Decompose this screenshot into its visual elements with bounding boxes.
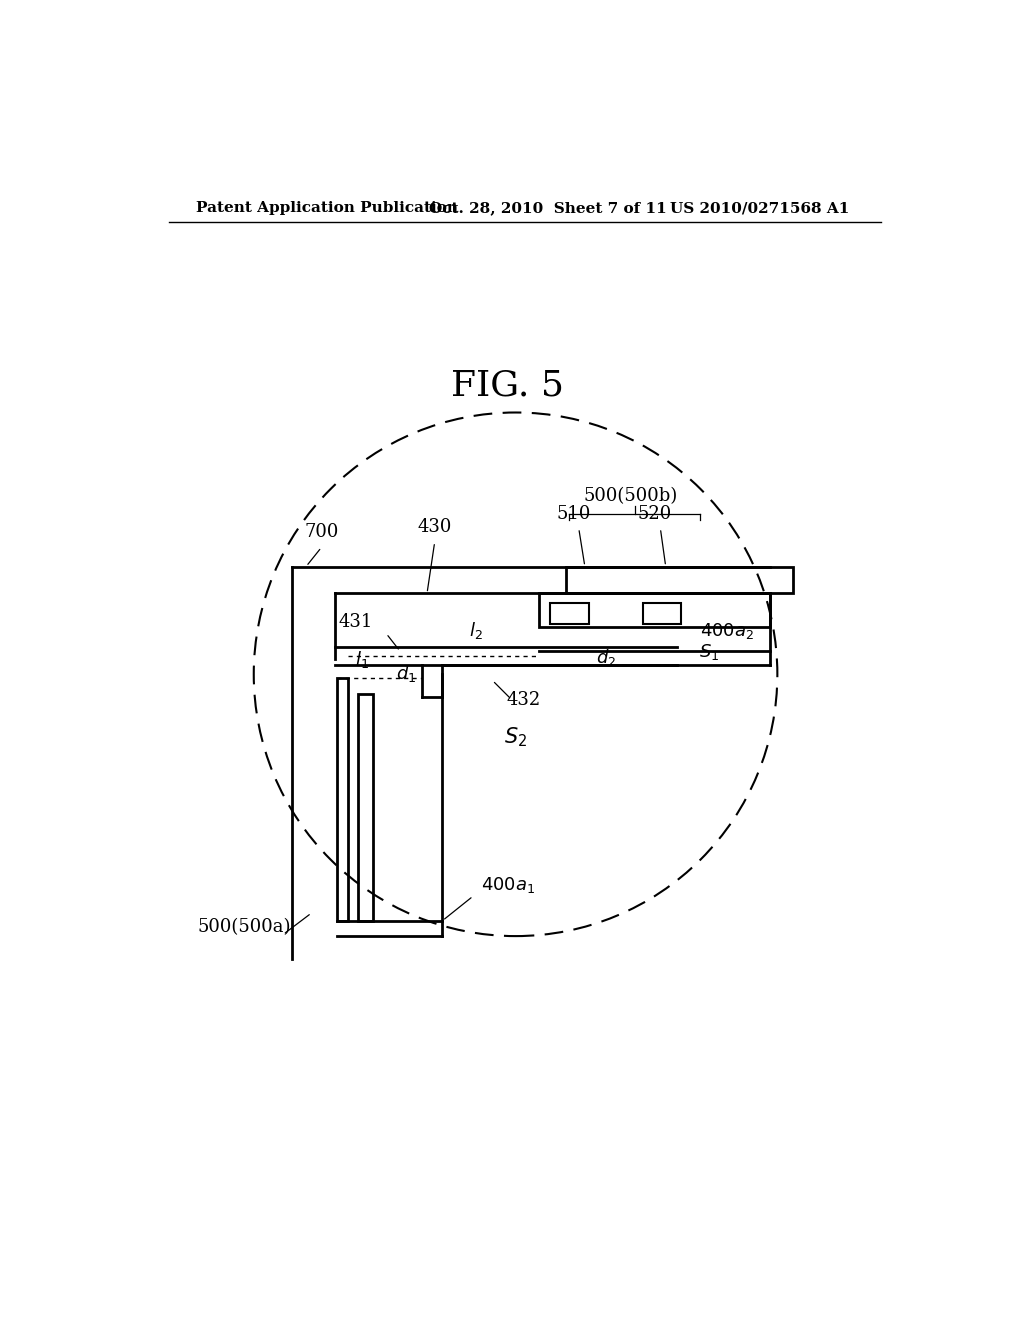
Text: 510: 510 <box>556 504 591 523</box>
Text: $400a_1$: $400a_1$ <box>481 875 536 895</box>
Text: 430: 430 <box>418 517 452 536</box>
Text: $400a_2$: $400a_2$ <box>700 620 755 640</box>
Text: 520: 520 <box>637 504 672 523</box>
Text: $d_1$: $d_1$ <box>396 663 417 684</box>
Text: 431: 431 <box>339 612 373 631</box>
Text: $l_2$: $l_2$ <box>469 620 482 640</box>
Text: Oct. 28, 2010  Sheet 7 of 11: Oct. 28, 2010 Sheet 7 of 11 <box>429 202 667 215</box>
Text: $S_2$: $S_2$ <box>504 726 527 750</box>
Text: $d_2$: $d_2$ <box>596 647 616 668</box>
Bar <box>565 566 793 594</box>
Text: US 2010/0271568 A1: US 2010/0271568 A1 <box>670 202 849 215</box>
Text: $l_1$: $l_1$ <box>354 649 369 671</box>
Text: 500(500b): 500(500b) <box>584 487 678 506</box>
Bar <box>337 678 348 921</box>
Text: 700: 700 <box>304 523 339 541</box>
Bar <box>643 603 681 624</box>
Text: 432: 432 <box>506 692 541 709</box>
Text: Patent Application Publication: Patent Application Publication <box>196 202 458 215</box>
Text: 500(500a): 500(500a) <box>198 919 291 936</box>
Text: $S_1$: $S_1$ <box>699 643 720 663</box>
Bar <box>539 594 770 627</box>
Bar <box>357 693 373 921</box>
Text: FIG. 5: FIG. 5 <box>452 368 564 403</box>
Bar <box>550 603 589 624</box>
